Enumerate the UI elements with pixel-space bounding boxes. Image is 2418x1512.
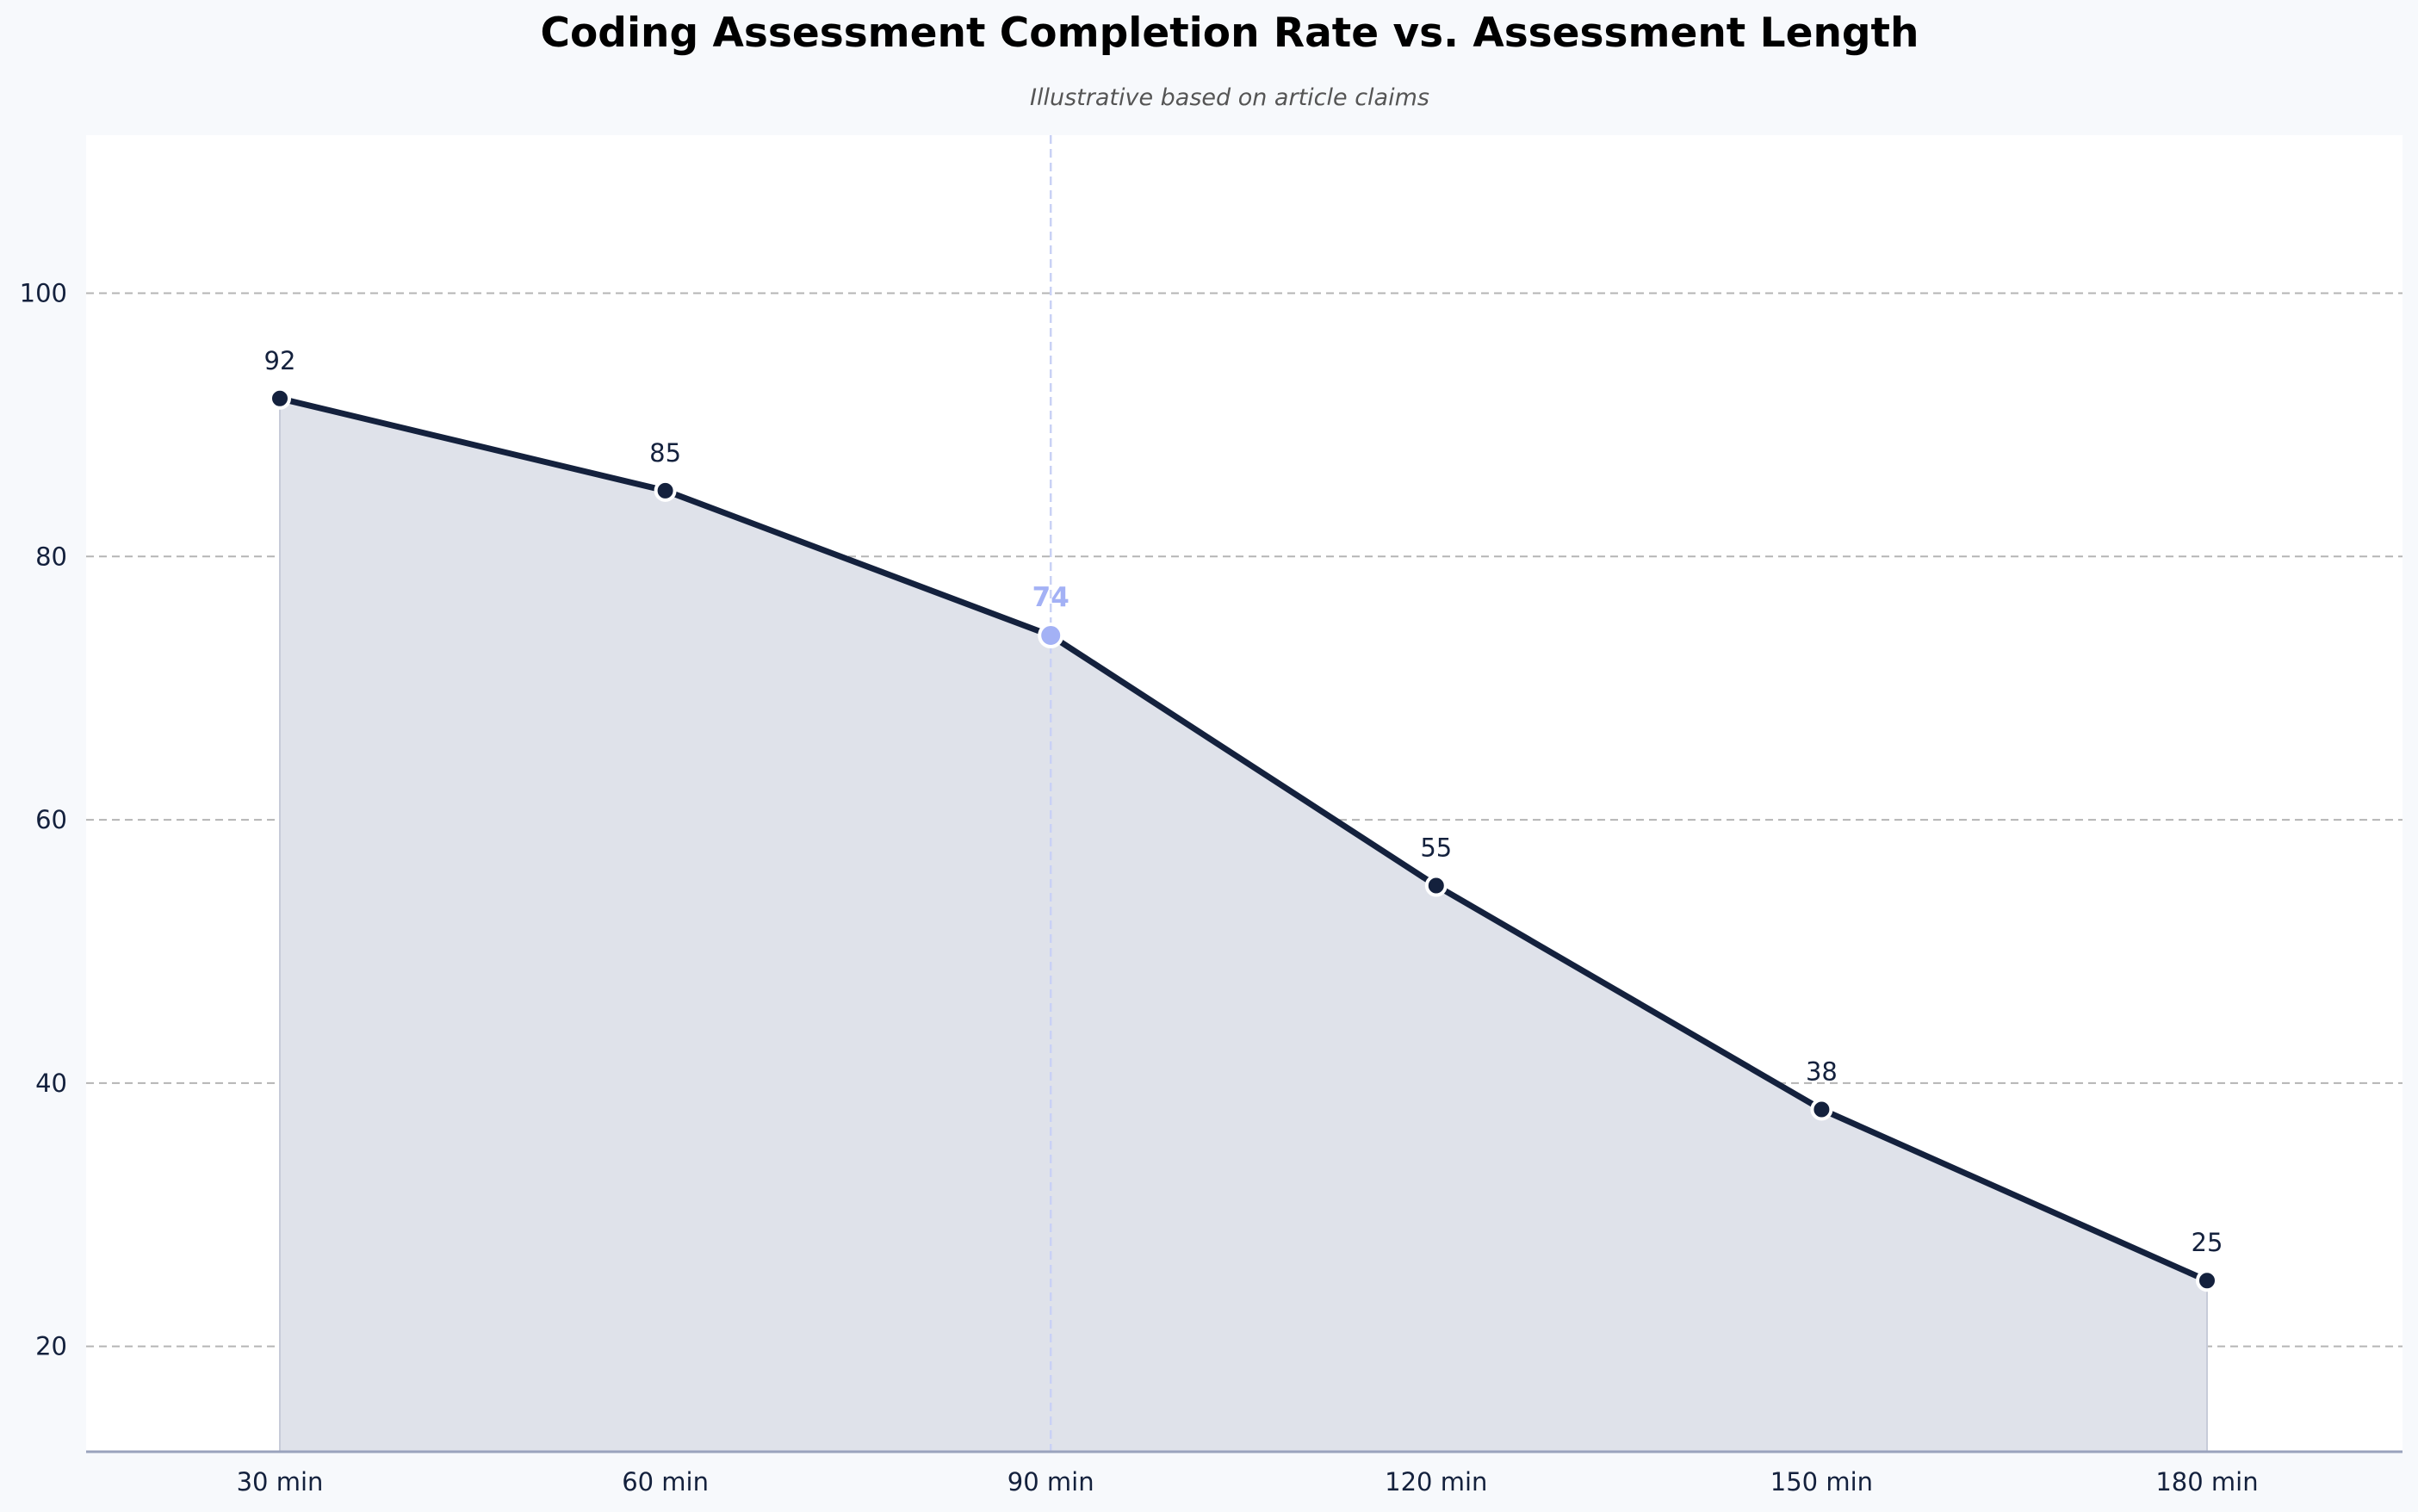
data-label-1: 85 (649, 438, 681, 468)
data-labels: 92 85 74 55 38 25 (264, 346, 2223, 1257)
chart-title: Coding Assessment Completion Rate vs. As… (541, 9, 1919, 57)
data-label-4: 38 (1806, 1057, 1838, 1086)
data-label-3: 55 (1420, 833, 1452, 863)
y-tick-labels: 20 40 60 80 100 (20, 278, 67, 1360)
data-point-1 (654, 479, 677, 502)
x-tick-label-4: 150 min (1770, 1467, 1873, 1497)
data-points (269, 387, 2218, 1292)
data-point-0 (269, 387, 291, 410)
data-point-4 (1810, 1098, 1833, 1121)
x-tick-label-5: 180 min (2155, 1467, 2258, 1497)
data-point-2 (1038, 623, 1064, 649)
y-tick-label-60: 60 (35, 805, 67, 834)
x-tick-label-0: 30 min (237, 1467, 324, 1497)
x-tick-label-1: 60 min (622, 1467, 709, 1497)
data-point-5 (2196, 1269, 2218, 1292)
y-tick-label-80: 80 (35, 542, 67, 571)
data-label-0: 92 (264, 346, 296, 375)
x-tick-label-3: 120 min (1385, 1467, 1487, 1497)
data-point-3 (1424, 874, 1448, 897)
x-tick-label-2: 90 min (1008, 1467, 1094, 1497)
y-tick-label-100: 100 (20, 278, 67, 307)
data-label-5: 25 (2192, 1228, 2223, 1257)
series-line (276, 395, 2210, 1284)
line-layer (276, 395, 2210, 1284)
y-tick-label-40: 40 (35, 1069, 67, 1098)
x-tick-labels: 30 min 60 min 90 min 120 min 150 min 180 min (237, 1467, 2259, 1497)
y-tick-label-20: 20 (35, 1332, 67, 1361)
data-label-2: 74 (1032, 582, 1070, 613)
chart-subtitle: Illustrative based on article claims (1030, 84, 1429, 111)
